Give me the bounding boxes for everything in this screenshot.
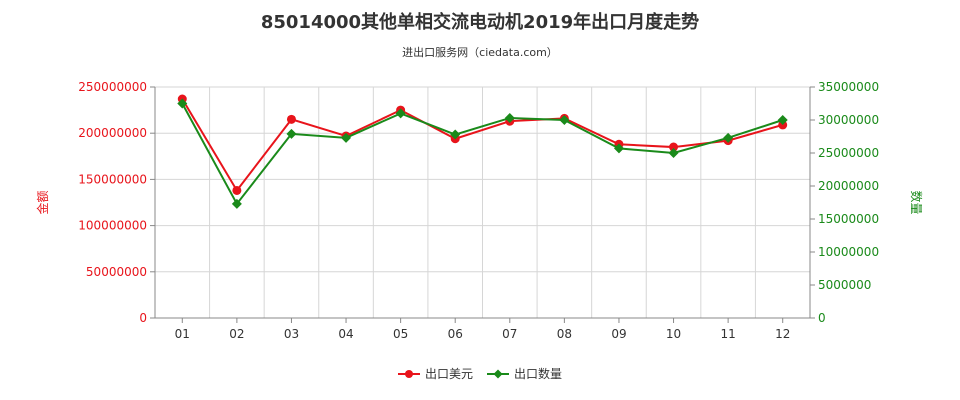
y-left-tick-label: 150000000 — [78, 172, 147, 186]
legend: 出口美元 出口数量 — [398, 366, 562, 381]
legend-label: 出口美元 — [425, 367, 473, 381]
chart-subtitle: 进出口服务网（ciedata.com） — [402, 46, 558, 59]
axes: 0500000001000000001500000002000000002500… — [35, 80, 924, 341]
x-tick-label: 02 — [229, 327, 244, 341]
series-line-2 — [181, 103, 784, 206]
data-point — [286, 114, 296, 124]
y-left-tick-label: 200000000 — [78, 126, 147, 140]
y-left-axis-title: 金额 — [35, 190, 50, 214]
data-point — [777, 115, 788, 125]
series-line-1 — [181, 98, 783, 193]
y-right-tick-label: 25000000 — [818, 146, 879, 160]
y-right-tick-label: 30000000 — [818, 113, 879, 127]
data-point — [341, 132, 352, 143]
y-left-tick-label: 0 — [139, 311, 147, 325]
data-point — [231, 198, 242, 209]
y-right-tick-label: 5000000 — [818, 278, 871, 292]
x-tick-label: 09 — [611, 327, 626, 341]
x-tick-label: 07 — [502, 327, 517, 341]
data-point — [232, 185, 242, 195]
data-point — [723, 132, 734, 143]
data-point — [668, 148, 679, 158]
y-right-tick-label: 0 — [818, 311, 826, 325]
legend-marker — [493, 369, 503, 379]
x-tick-label: 06 — [448, 327, 463, 341]
x-tick-label: 03 — [284, 327, 299, 341]
x-tick-label: 01 — [175, 327, 190, 341]
y-left-tick-label: 50000000 — [86, 265, 147, 279]
y-left-tick-label: 100000000 — [78, 219, 147, 233]
data-point — [450, 129, 461, 140]
grid-lines — [154, 86, 811, 319]
x-tick-label: 08 — [557, 327, 572, 341]
y-right-axis-title: 数量 — [909, 190, 924, 214]
data-point — [286, 128, 297, 139]
legend-label: 出口数量 — [514, 366, 562, 381]
legend-marker — [405, 370, 413, 378]
data-point — [613, 143, 624, 154]
data-point — [395, 108, 406, 119]
series-layer — [177, 94, 788, 209]
y-left-tick-label: 250000000 — [78, 80, 147, 94]
x-tick-label: 04 — [338, 327, 353, 341]
x-tick-label: 11 — [720, 327, 735, 341]
y-right-tick-label: 15000000 — [818, 212, 879, 226]
x-tick-label: 10 — [666, 327, 681, 341]
data-point — [504, 113, 515, 124]
y-right-tick-label: 35000000 — [818, 80, 879, 94]
data-point — [669, 142, 679, 152]
data-point — [559, 115, 570, 125]
x-tick-label: 12 — [775, 327, 790, 341]
y-right-tick-label: 10000000 — [818, 245, 879, 259]
chart-title: 85014000其他单相交流电动机2019年出口月度走势 — [260, 12, 700, 33]
x-tick-label: 05 — [393, 327, 408, 341]
data-point — [177, 98, 188, 109]
y-right-tick-label: 20000000 — [818, 179, 879, 193]
